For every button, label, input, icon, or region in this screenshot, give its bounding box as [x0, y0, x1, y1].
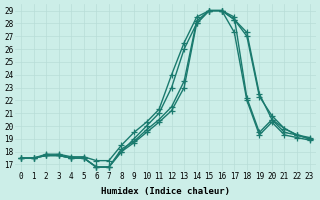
X-axis label: Humidex (Indice chaleur): Humidex (Indice chaleur) — [101, 187, 230, 196]
